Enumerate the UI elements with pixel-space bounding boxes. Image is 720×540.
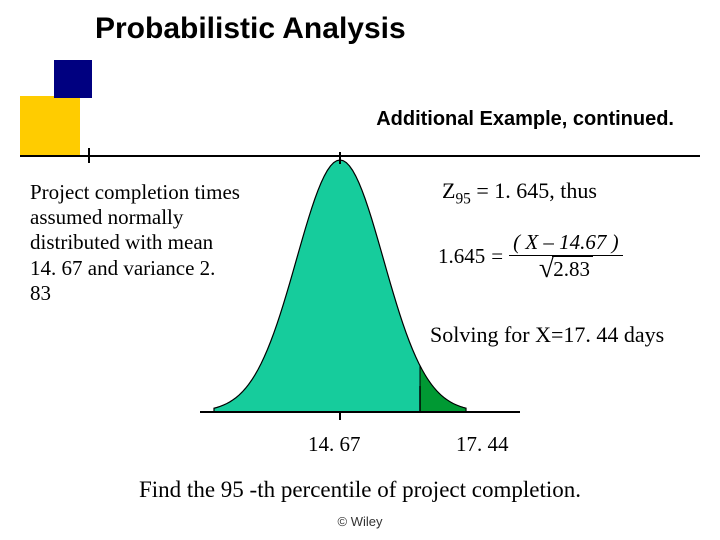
normal-distribution-chart [200,150,520,450]
title-underline-tick [88,148,90,163]
slide: Probabilistic Analysis Additional Exampl… [0,0,720,540]
x-axis-label-percentile: 17. 44 [456,432,509,457]
question-text: Find the 95 -th percentile of project co… [0,477,720,503]
chart-svg [200,150,520,450]
equation-fraction: ( X – 14.67 ) √ 2.83 [509,230,623,283]
subtitle: Additional Example, continued. [376,108,674,131]
copyright-footer: © Wiley [0,514,720,529]
equation-radicand: 2.83 [552,256,593,282]
decor-square-navy [54,60,92,98]
x-axis-label-mean: 14. 67 [308,432,361,457]
decor-square-yellow [20,96,80,156]
equation-denominator: √ 2.83 [535,256,597,283]
page-title: Probabilistic Analysis [95,12,406,46]
equation-numerator: ( X – 14.67 ) [509,230,623,255]
sqrt-icon: √ 2.83 [539,256,593,282]
